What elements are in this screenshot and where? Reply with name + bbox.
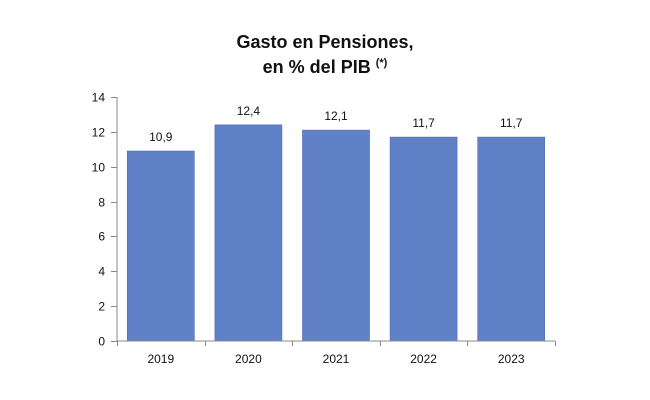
chart-title: Gasto en Pensiones, en % del PIB (*) — [0, 30, 650, 80]
data-label-2022: 11,7 — [412, 116, 435, 130]
data-label-2020: 12,4 — [237, 104, 261, 118]
y-tick-label: 8 — [98, 196, 105, 210]
x-tick-label-2022: 2022 — [410, 352, 437, 366]
y-tick-label: 4 — [98, 265, 105, 279]
x-tick-label-2019: 2019 — [147, 352, 174, 366]
bar-2019 — [126, 150, 195, 342]
y-tick-label: 12 — [92, 126, 106, 140]
x-tick-label-2020: 2020 — [235, 352, 262, 366]
x-tick-label-2023: 2023 — [498, 352, 525, 366]
data-label-2019: 10,9 — [149, 130, 173, 144]
bar-2021 — [302, 129, 370, 342]
chart-subtitle-note: (*) — [375, 57, 388, 69]
data-labels: 10,9 12,4 12,1 11,7 11,7 — [149, 104, 523, 144]
chart-title-line-2: en % del PIB (*) — [0, 55, 650, 80]
bar-2023 — [477, 136, 546, 342]
chart-subtitle: en % del PIB — [262, 57, 371, 77]
data-label-2023: 11,7 — [500, 116, 523, 130]
y-axis-ticks: 0 2 4 6 8 10 12 14 — [92, 91, 117, 349]
y-tick-label: 2 — [98, 300, 105, 314]
bar-2022 — [389, 136, 458, 342]
y-tick-label: 10 — [92, 161, 106, 175]
x-axis-ticks: 2019 2020 2021 2022 2023 — [117, 341, 556, 366]
y-tick-label: 0 — [98, 335, 105, 349]
data-label-2021: 12,1 — [324, 109, 348, 123]
chart-title-line-1: Gasto en Pensiones, — [236, 32, 414, 52]
y-tick-label: 14 — [92, 91, 106, 105]
bar-2020 — [214, 124, 283, 342]
x-tick-label-2021: 2021 — [323, 352, 350, 366]
bars — [126, 124, 546, 342]
y-tick-label: 6 — [98, 230, 105, 244]
